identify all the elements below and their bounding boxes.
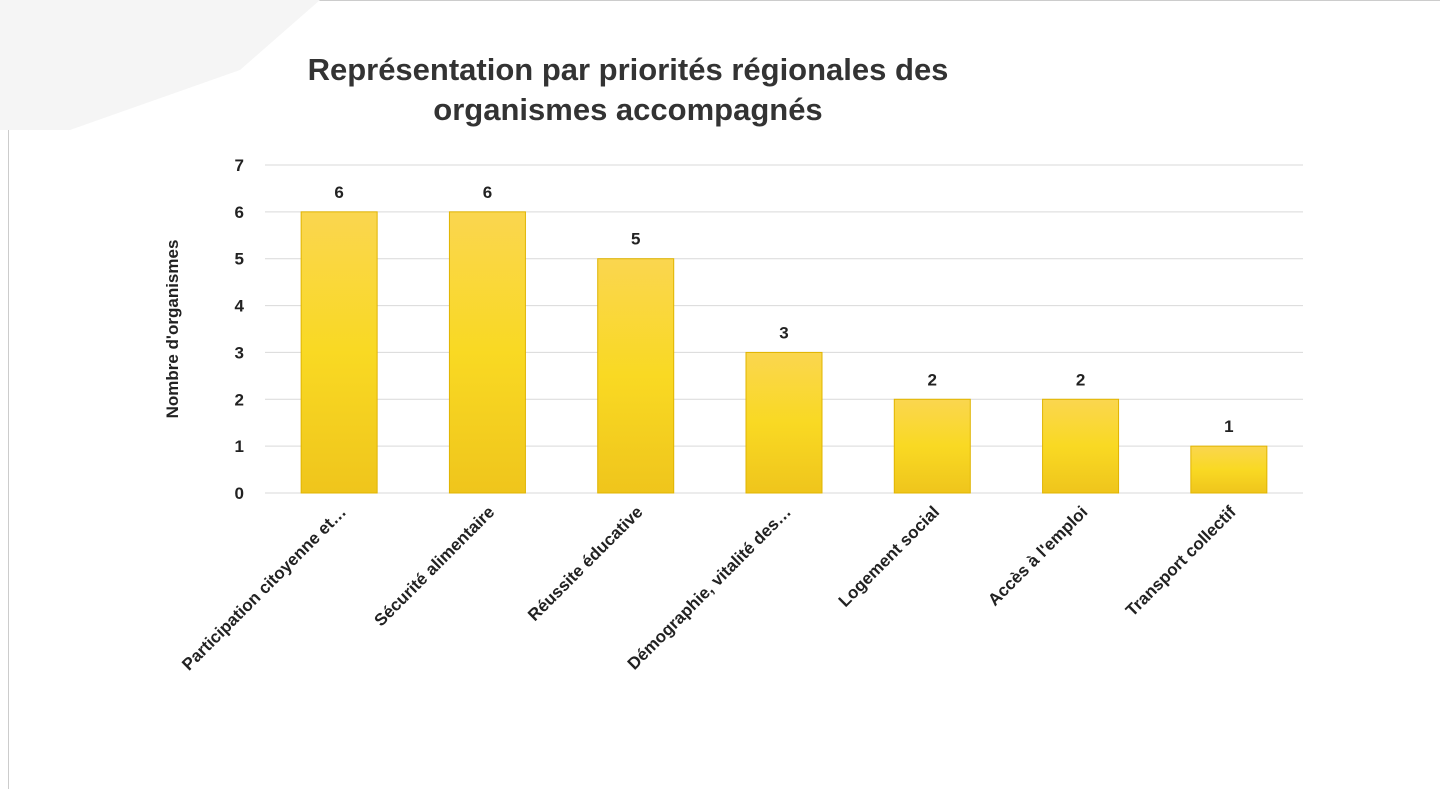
y-tick-label: 5 [235, 250, 244, 269]
y-tick-label: 6 [235, 203, 244, 222]
data-label: 6 [334, 183, 343, 202]
data-label: 3 [779, 323, 788, 342]
bar [1190, 445, 1268, 494]
y-axis-label: Nombre d'organismes [163, 240, 182, 419]
x-tick-label: Participation citoyenne et… [178, 502, 350, 674]
x-tick-label: Démographie, vitalité des… [624, 502, 795, 673]
bar [448, 211, 526, 494]
x-tick-label: Accès à l'emploi [984, 502, 1091, 609]
data-label: 2 [928, 370, 937, 389]
y-tick-label: 3 [235, 343, 244, 362]
data-label: 2 [1076, 370, 1085, 389]
chart-title: Représentation par priorités régionales … [307, 52, 949, 128]
y-tick-label: 0 [235, 484, 244, 503]
bar [597, 258, 675, 494]
x-tick-label: Réussite éducative [524, 502, 646, 624]
x-tick-label: Sécurité alimentaire [371, 502, 499, 630]
data-label: 5 [631, 230, 640, 249]
bar [1042, 398, 1120, 494]
bar [745, 351, 823, 494]
x-tick-label: Logement social [835, 502, 943, 610]
data-label: 6 [483, 183, 492, 202]
bar [893, 398, 971, 494]
y-tick-label: 2 [235, 390, 244, 409]
bar [300, 211, 378, 494]
y-tick-label: 1 [235, 437, 244, 456]
y-tick-label: 7 [235, 156, 244, 175]
x-tick-label: Transport collectif [1122, 502, 1240, 620]
decor [0, 0, 320, 130]
data-label: 1 [1224, 417, 1233, 436]
y-tick-label: 4 [235, 297, 245, 316]
